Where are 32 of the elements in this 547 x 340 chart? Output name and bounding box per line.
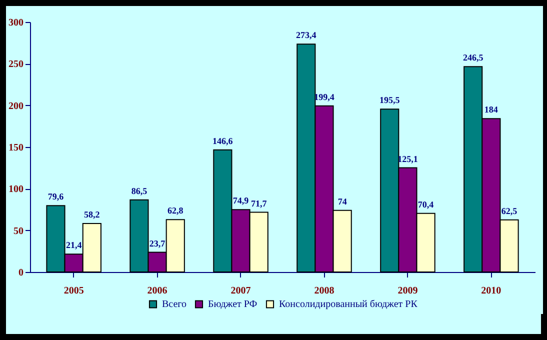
x-tick-label: 2010: [481, 286, 502, 296]
data-label: 23,7: [149, 238, 166, 248]
data-label: 184: [484, 104, 498, 115]
x-tick-label: 2008: [314, 286, 334, 296]
y-tick-label: 200: [8, 100, 24, 112]
data-label: 58,2: [84, 210, 100, 220]
data-label: 62,5: [501, 206, 518, 216]
y-tick-label: 100: [8, 184, 24, 196]
data-label: 195,5: [379, 95, 400, 106]
x-tick-label: 2009: [398, 286, 418, 296]
y-tick-label: 300: [8, 18, 24, 28]
legend-label: Консолидированный бюджет РК: [279, 299, 418, 310]
data-label: 70,4: [418, 199, 434, 210]
data-label: 146,6: [212, 136, 234, 146]
data-label: 74,9: [232, 196, 250, 206]
y-tick-label: 0: [18, 268, 24, 278]
x-tick-label: 2005: [64, 286, 84, 296]
data-label: 79,6: [48, 192, 64, 202]
data-label: 74: [338, 196, 348, 206]
y-tick-label: 150: [8, 142, 24, 154]
x-tick-label: 2007: [230, 286, 251, 296]
data-label: 71,7: [250, 198, 268, 208]
legend-label: Всего: [162, 299, 187, 310]
x-tick-label: 2006: [147, 286, 168, 296]
data-label: 86,5: [131, 186, 148, 196]
data-label: 273,4: [296, 30, 317, 40]
data-label: 246,5: [462, 52, 484, 63]
data-label: 62,8: [168, 206, 184, 216]
legend-label: Бюджет РФ: [208, 299, 258, 310]
y-tick-label: 50: [14, 226, 24, 237]
y-tick-label: 250: [8, 59, 24, 70]
data-label: 21,4: [66, 240, 82, 250]
